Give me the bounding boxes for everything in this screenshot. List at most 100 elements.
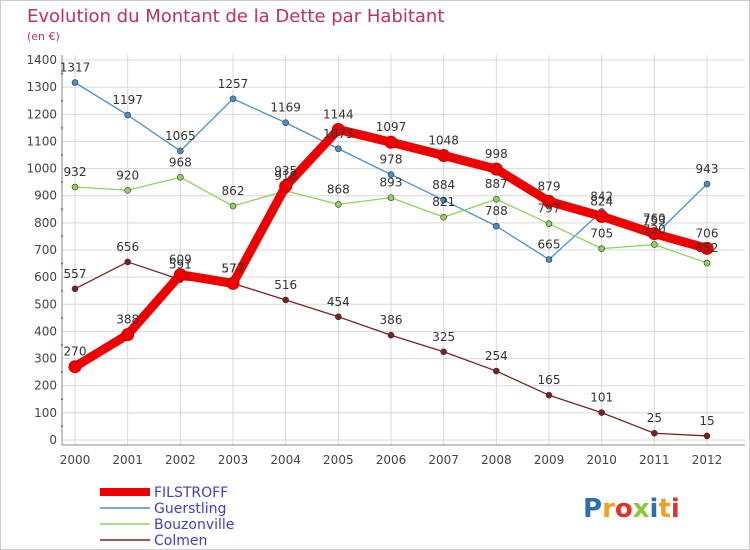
data-label-guerstling: 978 <box>380 153 403 167</box>
y-tick-label: 1300 <box>26 80 57 94</box>
point-bouzonville <box>598 245 605 252</box>
point-filstroff <box>279 179 293 193</box>
data-label-bouzonville: 720 <box>643 223 666 237</box>
data-label-colmen: 386 <box>380 313 403 327</box>
data-label-filstroff: 824 <box>590 194 613 208</box>
point-colmen <box>703 432 711 440</box>
x-tick-label: 2004 <box>270 453 301 467</box>
y-tick-label: 1200 <box>26 107 57 121</box>
point-colmen <box>545 391 553 399</box>
data-label-bouzonville: 920 <box>116 168 139 182</box>
y-minor-tick <box>61 208 63 211</box>
x-tick-label: 2012 <box>692 453 723 467</box>
y-minor-tick <box>61 181 63 184</box>
point-guerstling <box>703 180 711 188</box>
point-colmen <box>651 429 658 437</box>
point-filstroff <box>331 122 345 136</box>
data-label-guerstling: 842 <box>590 189 613 203</box>
data-label-colmen: 101 <box>590 391 613 405</box>
series-lines <box>68 79 714 440</box>
data-label-guerstling: 1317 <box>60 61 91 75</box>
x-tick-label: 2008 <box>481 453 512 467</box>
point-bouzonville <box>545 220 553 227</box>
point-bouzonville <box>387 194 395 201</box>
y-minor-tick <box>61 235 63 238</box>
x-tick-label: 2011 <box>639 453 670 467</box>
data-label-filstroff: 935 <box>274 164 297 178</box>
y-minor-tick <box>61 344 63 346</box>
data-label-colmen: 254 <box>485 349 508 363</box>
x-tick-label: 2000 <box>60 453 91 467</box>
point-filstroff <box>173 268 187 282</box>
y-minor-tick <box>61 316 63 319</box>
x-tick-label: 2006 <box>376 453 407 467</box>
point-colmen <box>598 409 605 416</box>
x-tick-label: 2003 <box>218 453 249 467</box>
data-label-guerstling: 1065 <box>165 129 196 143</box>
data-label-filstroff: 998 <box>485 147 508 161</box>
point-filstroff <box>437 149 451 163</box>
data-label-filstroff: 1144 <box>323 107 354 121</box>
y-minor-tick <box>61 154 63 156</box>
point-guerstling <box>177 147 184 155</box>
grid <box>62 55 745 445</box>
point-filstroff <box>489 162 503 176</box>
point-guerstling <box>493 222 500 230</box>
y-minor-tick <box>61 398 63 401</box>
point-filstroff <box>542 194 556 208</box>
axes: 0 100 200 300 400 500 600 700 800 900 1000 1100 1200… <box>26 53 745 467</box>
point-bouzonville <box>71 183 79 191</box>
data-label-colmen: 165 <box>538 373 561 387</box>
data-label-filstroff: 609 <box>169 253 192 267</box>
y-tick-label: 0 <box>49 433 57 447</box>
y-tick-label: 1100 <box>26 134 57 148</box>
data-label-filstroff: 760 <box>643 212 666 226</box>
point-filstroff <box>121 328 135 342</box>
y-tick-label: 800 <box>34 216 57 230</box>
data-label-colmen: 557 <box>64 267 87 281</box>
x-tick-label: 2001 <box>112 453 143 467</box>
point-bouzonville <box>229 202 237 210</box>
point-bouzonville <box>440 213 447 221</box>
y-minor-tick <box>61 99 63 102</box>
point-filstroff <box>68 360 82 374</box>
y-minor-tick <box>61 126 63 129</box>
data-label-filstroff: 577 <box>222 261 245 275</box>
point-guerstling <box>387 171 395 178</box>
data-label-bouzonville: 705 <box>590 227 613 241</box>
y-tick-label: 900 <box>34 189 57 203</box>
data-label-colmen: 454 <box>327 295 350 309</box>
point-colmen <box>282 296 289 304</box>
data-label-filstroff: 879 <box>538 179 561 193</box>
data-label-bouzonville: 868 <box>327 182 350 196</box>
point-bouzonville <box>493 195 500 203</box>
point-guerstling <box>71 79 79 86</box>
data-labels: 1317 1197 1065 1257 1169 1073 978 884 788 665 842 7… <box>60 61 719 428</box>
point-colmen <box>493 367 500 375</box>
data-label-bouzonville: 893 <box>380 176 403 190</box>
data-label-guerstling: 788 <box>485 204 508 218</box>
point-bouzonville <box>651 241 658 248</box>
data-label-colmen: 656 <box>116 240 139 254</box>
point-colmen <box>335 313 342 321</box>
data-label-filstroff: 706 <box>696 226 719 240</box>
point-colmen <box>124 258 131 266</box>
x-tick-label: 2002 <box>165 453 196 467</box>
data-label-filstroff: 1097 <box>376 120 407 134</box>
y-tick-label: 1400 <box>26 53 57 67</box>
data-label-bouzonville: 797 <box>538 202 561 216</box>
data-label-guerstling: 1257 <box>218 77 249 91</box>
point-bouzonville <box>703 259 711 267</box>
data-label-colmen: 516 <box>274 278 297 292</box>
data-label-guerstling: 665 <box>538 238 561 252</box>
data-label-bouzonville: 652 <box>696 241 719 255</box>
point-filstroff <box>595 209 609 223</box>
chart-subtitle: (en €) <box>27 30 60 43</box>
data-label-guerstling: 943 <box>696 162 719 176</box>
y-tick-label: 500 <box>34 297 57 311</box>
x-tick-label: 2009 <box>534 453 565 467</box>
y-tick-label: 700 <box>34 243 57 257</box>
point-filstroff <box>700 241 714 255</box>
y-tick-label: 200 <box>34 379 57 393</box>
